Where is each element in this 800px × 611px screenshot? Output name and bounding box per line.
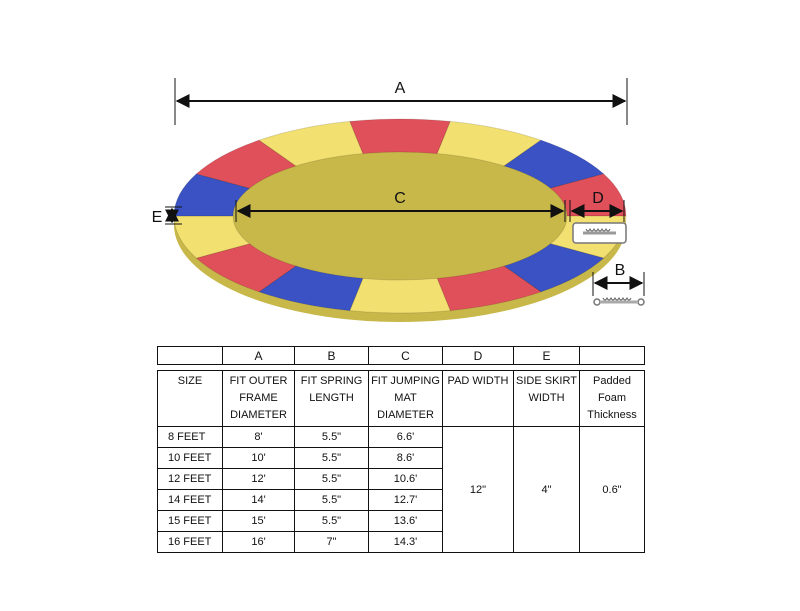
dimension-b-label: B xyxy=(615,262,626,279)
header-pad-width: PAD WIDTH xyxy=(442,370,514,427)
dimension-a-label: A xyxy=(395,80,406,97)
letter-cell-a: A xyxy=(222,346,295,365)
table-row: 10 FEET 10' 5.5" 8.6' xyxy=(157,447,645,469)
skirt-width-cell: 4" xyxy=(513,426,580,553)
ring-segment xyxy=(348,118,452,155)
size-cell: 16 FEET xyxy=(157,531,223,553)
ring-segment xyxy=(502,139,605,189)
table-row: 8 FEET 8' 5.5" 6.6' 12" 4" 0.6" xyxy=(157,426,645,553)
dimension-a: A xyxy=(174,78,628,125)
spring-callout-box xyxy=(572,222,627,244)
mat-cell: 13.6' xyxy=(368,510,443,532)
header-size: SIZE xyxy=(157,370,223,427)
mat-cell: 6.6' xyxy=(368,426,443,448)
spring-cell: 5.5" xyxy=(294,489,369,511)
letter-cell-blank xyxy=(157,346,223,365)
dimension-c-label: C xyxy=(394,190,406,207)
ring-segment xyxy=(436,265,543,312)
letter-cell-c: C xyxy=(368,346,443,365)
ring-segment xyxy=(173,173,251,217)
table-row: 12 FEET 12' 5.5" 10.6' xyxy=(157,468,645,490)
dimension-e: E xyxy=(152,206,182,226)
header-mat-diameter: FIT JUMPING MAT DIAMETER xyxy=(368,370,443,427)
ring-segment xyxy=(436,120,543,167)
table-row: 14 FEET 14' 5.5" 12.7' xyxy=(157,489,645,511)
dimension-d: D xyxy=(569,190,625,222)
spring-cell: 5.5" xyxy=(294,426,369,448)
header-skirt-width: SIDE SKIRT WIDTH xyxy=(513,370,580,427)
mat-cell: 12.7' xyxy=(368,489,443,511)
spring-cell: 5.5" xyxy=(294,510,369,532)
spring-cell: 5.5" xyxy=(294,447,369,469)
dimension-c: C xyxy=(235,190,566,222)
letter-cell-blank xyxy=(579,346,645,365)
outer-cell: 10' xyxy=(222,447,295,469)
size-spec-table: SIZE FIT OUTER FRAME DIAMETER FIT SPRING… xyxy=(157,370,645,553)
dimension-d-label: D xyxy=(592,190,604,207)
size-cell: 15 FEET xyxy=(157,510,223,532)
dimension-b: B xyxy=(592,262,645,296)
ring-segment xyxy=(257,120,364,167)
letter-cell-d: D xyxy=(442,346,514,365)
foam-thickness-cell: 0.6" xyxy=(579,426,645,553)
size-cell: 14 FEET xyxy=(157,489,223,511)
size-cell: 8 FEET xyxy=(157,426,223,448)
mat-cell: 14.3' xyxy=(368,531,443,553)
spring-cell: 5.5" xyxy=(294,468,369,490)
outer-cell: 14' xyxy=(222,489,295,511)
outer-cell: 12' xyxy=(222,468,295,490)
outer-cell: 8' xyxy=(222,426,295,448)
spring-cell: 7" xyxy=(294,531,369,553)
letter-cell-e: E xyxy=(513,346,580,365)
outer-cell: 16' xyxy=(222,531,295,553)
mat-cell: 8.6' xyxy=(368,447,443,469)
header-foam-thickness: Padded Foam Thickness xyxy=(579,370,645,427)
ring-segment xyxy=(257,265,364,312)
trampoline-pad-diagram: A C D E B xyxy=(152,78,645,322)
table-header-row: SIZE FIT OUTER FRAME DIAMETER FIT SPRING… xyxy=(157,370,645,427)
ring-segment xyxy=(195,139,298,189)
table-row: 16 FEET 16' 7" 14.3' xyxy=(157,531,645,553)
spring-illustration xyxy=(593,296,645,306)
ring-segment xyxy=(195,243,298,293)
header-outer-frame: FIT OUTER FRAME DIAMETER xyxy=(222,370,295,427)
mat-cell: 10.6' xyxy=(368,468,443,490)
outer-cell: 15' xyxy=(222,510,295,532)
column-letter-row: A B C D E xyxy=(157,346,645,365)
letter-cell-b: B xyxy=(294,346,369,365)
dimension-e-label: E xyxy=(152,209,163,226)
size-cell: 12 FEET xyxy=(157,468,223,490)
size-cell: 10 FEET xyxy=(157,447,223,469)
header-spring-length: FIT SPRING LENGTH xyxy=(294,370,369,427)
pad-width-cell: 12" xyxy=(442,426,514,553)
ring-segment xyxy=(348,277,452,314)
ring-segment xyxy=(502,243,605,293)
